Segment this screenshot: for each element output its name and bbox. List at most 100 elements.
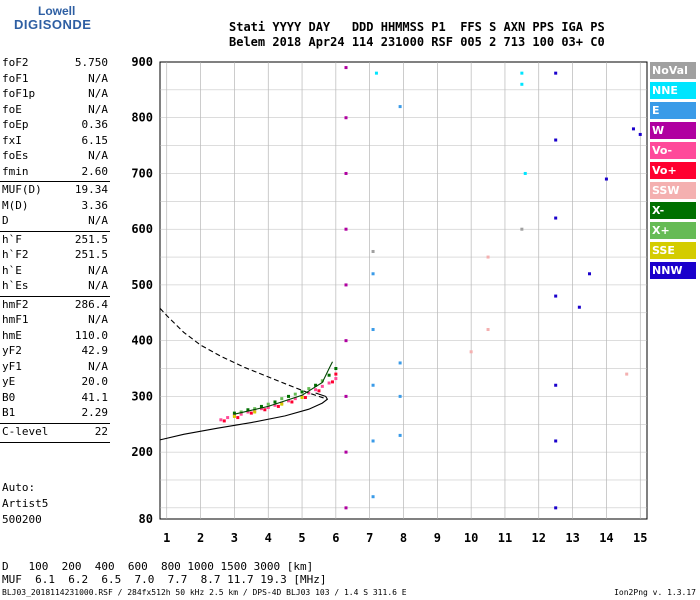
footer-file-info: BLJ03_2018114231000.RSF / 284fx512h 50 k… [2,588,407,597]
data-point [344,394,348,398]
parameter-row: foE N/A [2,103,108,117]
y-tick-label: 500 [131,278,153,292]
parameter-name: hmF2 [2,297,29,311]
data-point [577,305,581,309]
footer-version: Ion2Png v. 1.3.17 [614,588,696,597]
data-point [371,272,375,276]
data-point [554,439,558,443]
data-point [486,255,490,259]
parameter-value: N/A [88,87,108,100]
parameter-name: h`F2 [2,248,29,261]
parameter-value: N/A [88,71,108,85]
parameter-value: 41.1 [81,390,109,404]
parameter-name: C-level [2,424,49,438]
data-point [253,410,257,414]
parameter-name: h`F [2,232,22,246]
parameter-row: B0 41.1 [2,391,108,405]
parameter-row: foF1p N/A [2,87,108,101]
parameter-value: 42.9 [81,344,109,357]
data-point [314,383,318,387]
muf-scale-row: MUF 6.1 6.2 6.5 7.0 7.7 8.7 11.7 19.3 [M… [2,573,327,586]
data-point [330,380,334,384]
legend-item-w: W [650,122,696,139]
parameter-row: foF2 5.750 [2,56,108,70]
data-point [371,439,375,443]
data-point [371,249,375,253]
parameter-value: 0.36 [81,118,109,131]
data-point [300,390,304,394]
data-point [344,339,348,343]
parameter-value: 19.34 [74,183,108,196]
data-point [334,367,338,371]
y-tick-label: 800 [131,111,153,125]
legend-item-ssw: SSW [650,182,696,199]
data-point [307,391,311,395]
data-point [371,495,375,499]
data-point [236,416,240,420]
data-point [344,66,348,70]
parameter-row: foEp 0.36 [2,118,108,132]
parameter-name: foF1 [2,71,29,85]
parameter-name: foEp [2,118,29,131]
parameter-row: M(D) 3.36 [2,199,108,213]
y-tick-label: 300 [131,389,153,403]
parameter-name: foEs [2,149,29,162]
parameter-name: M(D) [2,198,29,212]
data-point [554,71,558,75]
data-point [486,328,490,332]
data-point [334,377,338,381]
parameter-row: C-level 22 [2,425,108,439]
data-point [334,372,338,376]
parameter-name: yF2 [2,344,22,357]
data-point [253,407,257,411]
y-tick-label: 400 [131,334,153,348]
logo-lowell: Lowell [38,4,76,18]
legend-item-vo-: Vo- [650,142,696,159]
parameter-name: h`Es [2,279,29,292]
data-point [520,82,524,86]
panel-divider [0,230,110,232]
data-point [219,418,223,422]
data-point [520,227,524,231]
data-point [239,410,243,414]
data-point [276,404,280,408]
data-point [287,399,291,403]
data-point [317,389,321,393]
data-point [303,396,307,400]
y-tick-label: 200 [131,445,153,459]
x-tick-label: 1 [163,531,170,545]
parameter-value: 110.0 [74,328,108,342]
parameter-value: N/A [88,279,108,292]
panel-divider [0,181,110,182]
y-tick-label: 700 [131,166,153,180]
data-point [222,419,226,423]
legend-item-vo-: Vo+ [650,162,696,179]
data-point [398,105,402,109]
data-point [273,403,277,407]
parameter-name: D [2,214,9,227]
data-point [246,408,250,412]
x-tick-label: 13 [565,531,579,545]
data-point [469,350,473,354]
parameter-value: N/A [88,214,108,227]
parameter-name: fxI [2,133,22,147]
data-point [290,400,294,404]
x-tick-label: 9 [434,531,441,545]
x-tick-label: 11 [498,531,512,545]
parameter-name: h`E [2,263,22,277]
data-point [266,406,270,410]
y-tick-label: 600 [131,222,153,236]
data-point [625,372,629,376]
parameter-value: 22 [94,424,108,438]
data-point [374,71,378,75]
x-tick-label: 12 [532,531,546,545]
data-point [554,506,558,510]
parameter-name: foF1p [2,87,36,100]
x-tick-label: 15 [633,531,647,545]
panel-divider [0,442,110,443]
data-point [588,272,592,276]
data-point [259,404,263,408]
x-tick-label: 7 [366,531,373,545]
data-point [293,392,297,396]
data-point [638,132,642,136]
